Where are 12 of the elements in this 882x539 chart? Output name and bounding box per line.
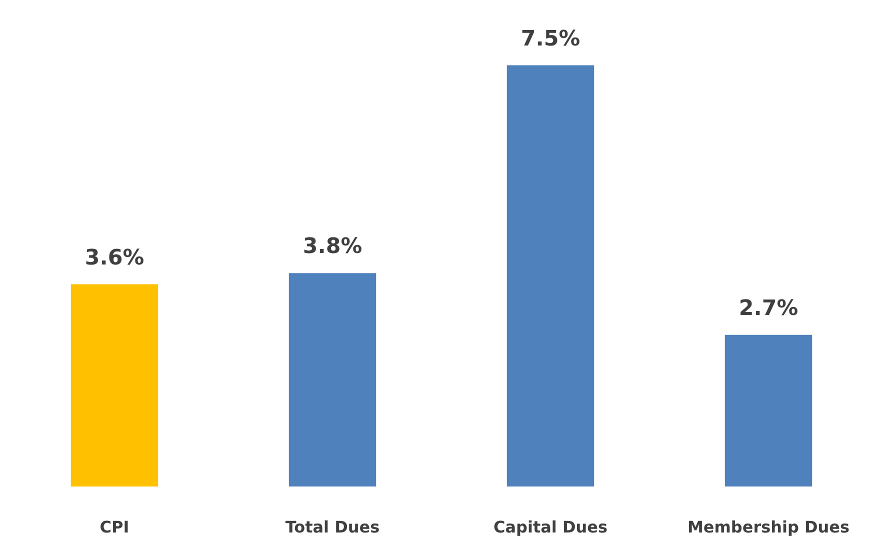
data-label: 2.7% [738, 296, 798, 321]
data-label: 3.6% [84, 245, 144, 270]
bar [70, 284, 158, 486]
data-label: 7.5% [520, 26, 580, 52]
x-tick-label: CPI [100, 518, 130, 536]
x-tick-label: Membership Dues [687, 518, 850, 536]
data-label: 3.8% [302, 234, 362, 260]
bar [288, 273, 376, 486]
bar [506, 65, 594, 486]
bar [724, 334, 812, 486]
x-tick-label: Total Dues [285, 518, 380, 536]
x-tick-label: Capital Dues [493, 518, 608, 536]
